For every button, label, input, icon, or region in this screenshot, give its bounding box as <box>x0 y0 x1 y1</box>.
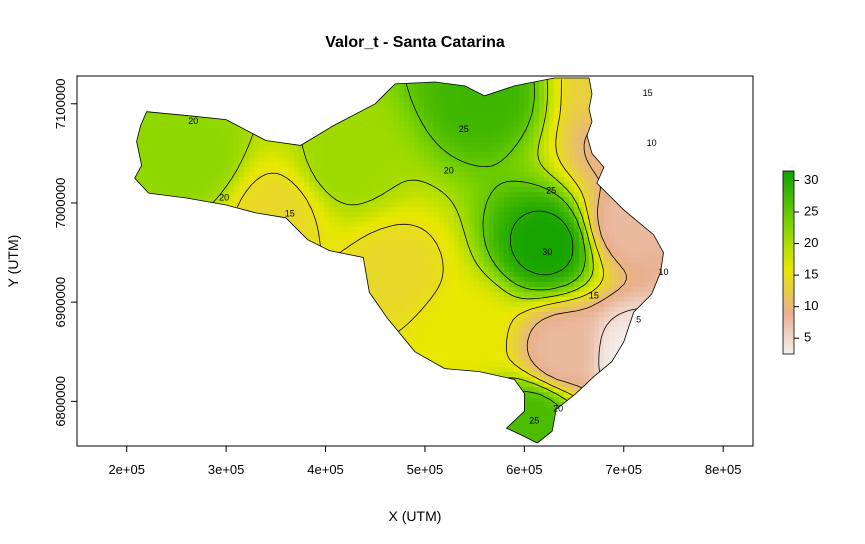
contour-label: 25 <box>459 124 469 134</box>
legend-tick-label: 30 <box>804 172 818 187</box>
y-axis-label: Y (UTM) <box>5 235 21 288</box>
x-tick-label: 3e+05 <box>208 462 245 477</box>
x-tick-label: 7e+05 <box>606 462 643 477</box>
contour-label: 25 <box>546 185 556 195</box>
contour-label: 20 <box>444 166 454 176</box>
x-tick-label: 6e+05 <box>506 462 543 477</box>
contour-label: 15 <box>643 88 653 98</box>
contour-label: 30 <box>542 247 552 257</box>
legend-tick-label: 10 <box>804 298 818 313</box>
contour-label: 25 <box>529 416 539 426</box>
contour-label: 20 <box>219 192 229 202</box>
contour-label: 15 <box>285 208 295 218</box>
x-tick-label: 2e+05 <box>108 462 145 477</box>
x-axis: 2e+05 3e+05 4e+05 5e+05 6e+05 7e+05 8e+05 <box>108 445 742 477</box>
legend-ticks: 5 10 15 20 25 30 <box>794 172 818 345</box>
contour-label: 5 <box>636 314 641 324</box>
color-legend: 5 10 15 20 25 30 <box>782 170 818 355</box>
y-tick-label: 7100000 <box>53 78 68 129</box>
contour-labels: 30 25 25 20 20 20 15 15 10 15 10 5 20 25 <box>188 88 668 425</box>
y-axis: 6800000 6900000 7000000 7100000 <box>53 78 77 427</box>
legend-tick-label: 5 <box>804 330 811 345</box>
interpolated-surface <box>134 78 664 443</box>
y-tick-label: 6900000 <box>53 277 68 328</box>
legend-colorbar <box>782 170 795 355</box>
x-axis-label: X (UTM) <box>389 508 442 524</box>
x-tick-label: 8e+05 <box>705 462 742 477</box>
legend-tick-label: 15 <box>804 267 818 282</box>
legend-tick-label: 25 <box>804 203 818 218</box>
contour-label: 10 <box>659 267 669 277</box>
contour-label: 20 <box>188 116 198 126</box>
x-tick-label: 4e+05 <box>307 462 344 477</box>
contour-label: 15 <box>589 291 599 301</box>
contour-label: 20 <box>553 404 563 414</box>
y-tick-label: 7000000 <box>53 178 68 229</box>
x-tick-label: 5e+05 <box>407 462 444 477</box>
state-boundary <box>134 77 664 444</box>
y-tick-label: 6800000 <box>53 376 68 427</box>
chart-title: Valor_t - Santa Catarina <box>325 34 505 51</box>
contour-label: 10 <box>647 138 657 148</box>
legend-tick-label: 20 <box>804 235 818 250</box>
